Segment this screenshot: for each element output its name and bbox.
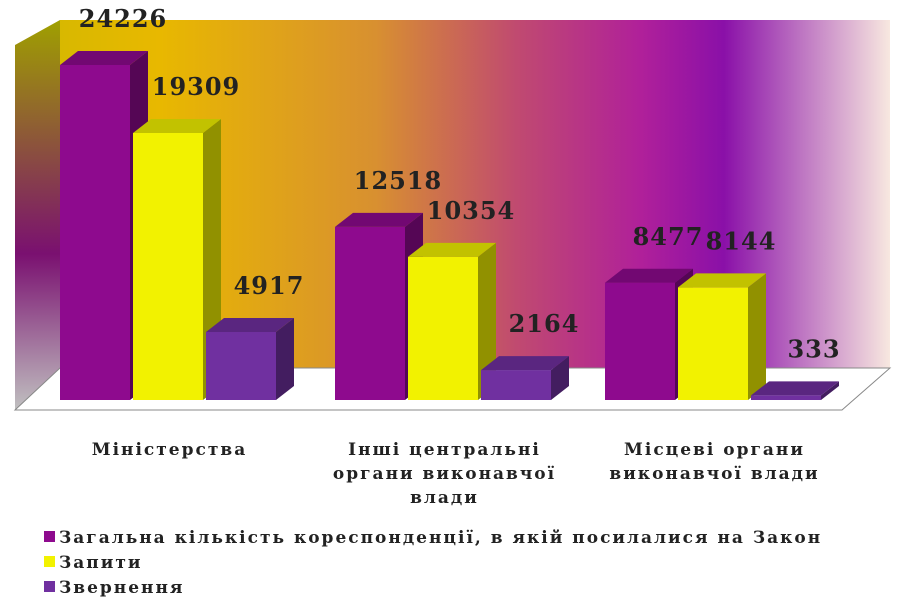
- legend-label: Загальна кількість кореспонденції, в які…: [59, 528, 823, 548]
- legend-item: Загальна кількість кореспонденції, в які…: [44, 528, 822, 548]
- legend-item: Звернення: [44, 578, 184, 598]
- bar: [678, 287, 748, 400]
- bar: [408, 256, 478, 400]
- bar: [751, 395, 821, 400]
- legend-item: Запити: [44, 553, 142, 573]
- category-label: Інші центральні органи виконавчої влади: [332, 440, 557, 508]
- value-label: 24226: [79, 4, 168, 33]
- side-wall: [15, 20, 60, 410]
- value-label: 10354: [427, 196, 516, 225]
- bar-side: [551, 356, 569, 400]
- bar: [605, 282, 675, 400]
- category-label: Місцеві органи виконавчої влади: [609, 440, 820, 484]
- legend-label: Запити: [59, 553, 143, 573]
- bar-side: [821, 381, 839, 400]
- value-label: 8477: [633, 222, 704, 251]
- value-label: 4917: [234, 271, 305, 300]
- category-label: Міністерства: [91, 440, 248, 460]
- bar-top: [605, 268, 693, 283]
- bar-side: [748, 273, 766, 400]
- legend-label: Звернення: [59, 578, 185, 598]
- value-label: 19309: [152, 72, 241, 101]
- bar: [133, 132, 203, 400]
- bar-side: [276, 318, 294, 400]
- value-label: 333: [787, 334, 840, 363]
- bar: [481, 370, 551, 400]
- bar-top: [678, 273, 766, 288]
- bar-top: [751, 381, 839, 396]
- bar-top: [206, 318, 294, 333]
- value-label: 2164: [509, 309, 580, 338]
- value-label: 12518: [354, 166, 443, 195]
- value-label: 8144: [706, 226, 777, 255]
- bar: [206, 332, 276, 400]
- legend-swatch: [44, 581, 55, 592]
- bar-side: [478, 242, 496, 400]
- legend-swatch: [44, 556, 55, 567]
- bar-top: [481, 356, 569, 371]
- bar: [60, 65, 130, 400]
- bar-top: [60, 51, 148, 65]
- bar-top: [335, 212, 423, 227]
- legend-swatch: [44, 531, 55, 542]
- bar: [335, 226, 405, 400]
- bar-top: [133, 118, 221, 133]
- bar-top: [408, 242, 496, 257]
